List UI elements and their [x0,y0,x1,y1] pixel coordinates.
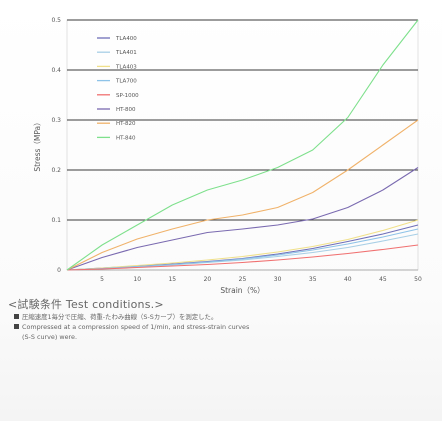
conditions-heading: <試験条件 Test conditions.> [8,298,164,311]
x-tick-label: 50 [414,276,422,283]
conditions-text-en-2: (S-S curve) were. [22,333,77,341]
x-tick-label: 25 [239,276,247,283]
x-tick-label: 20 [204,276,212,283]
conditions-text-en-1: Compressed at a compression speed of 1/m… [22,323,250,331]
x-tick-label: 35 [309,276,317,283]
test-conditions: <試験条件 Test conditions.> 圧縮速度1毎分で圧縮、荷重-たわ… [8,296,428,342]
y-tick-label: 0.5 [51,17,61,24]
stress-strain-chart: 0 0.1 0.2 0.3 0.4 0.5 5 10 15 20 25 30 35 40 45 50 Strai… [33,17,422,295]
conditions-line-ja: 圧縮速度1毎分で圧縮、荷重-たわみ曲線（S-Sカーブ）を測定した。 [14,312,428,322]
legend-label: SP-1000 [116,93,139,99]
x-tick-label: 40 [344,276,352,283]
legend-label: TLA403 [115,64,137,70]
bullet-square-icon [14,314,19,319]
legend-label: TLA401 [115,50,137,56]
plot-frame [66,19,419,271]
conditions-line-en: Compressed at a compression speed of 1/m… [14,322,428,332]
x-tick-label: 30 [274,276,282,283]
y-axis-label: Stress（MPa） [33,118,42,171]
legend-label: HT-820 [116,121,136,127]
bullet-square-icon [14,324,19,329]
y-tick-label: 0.1 [51,217,61,224]
legend-label: TLA400 [115,36,137,42]
x-tick-label: 15 [168,276,176,283]
series-line-ht-820 [66,119,419,271]
y-tick-label: 0.2 [51,167,61,174]
legend-label: HT-800 [116,107,136,113]
conditions-text-ja: 圧縮速度1毎分で圧縮、荷重-たわみ曲線（S-Sカーブ）を測定した。 [22,313,218,321]
y-tick-label: 0.4 [51,67,61,74]
series-line-tla700 [66,228,419,271]
x-tick-label: 10 [133,276,141,283]
y-tick-label: 0 [57,267,61,274]
legend-label: TLA700 [115,79,137,85]
series-line-sp-1000 [66,244,419,271]
x-tick-label: 45 [379,276,387,283]
series-line-tla400 [66,224,419,271]
series-line-tla403 [66,219,419,271]
legend-label: HT-840 [116,135,136,141]
x-axis-label: Strain（%） [220,286,264,295]
y-tick-label: 0.3 [51,117,61,124]
x-tick-label: 5 [100,276,104,283]
series-line-ht-840 [66,19,419,271]
series-line-ht-800 [66,167,419,271]
